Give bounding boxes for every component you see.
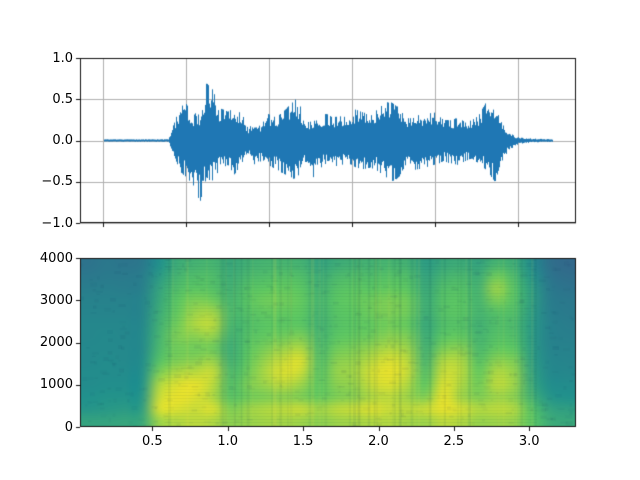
spectrogram-ytick-label: 4000 xyxy=(39,250,73,266)
spectrogram-xtick-label: 2.5 xyxy=(443,434,465,449)
spectrogram-ytick-label: 0 xyxy=(64,419,73,435)
spectrogram-ytick-label: 1000 xyxy=(39,377,73,393)
waveform-ytick-label: 0.5 xyxy=(52,91,73,107)
spectrogram-xtick-label: 1.0 xyxy=(217,434,239,449)
waveform-ytick-label: −1.0 xyxy=(41,215,73,231)
waveform-ytick-label: 1.0 xyxy=(52,50,73,66)
spectrogram-xtick-label: 3.0 xyxy=(518,434,540,449)
waveform-ytick-label: −0.5 xyxy=(41,174,73,190)
spectrogram-xtick-label: 1.5 xyxy=(292,434,314,449)
spectrogram-ytick-label: 3000 xyxy=(39,292,73,308)
spectrogram-ytick-label: 2000 xyxy=(39,335,73,350)
waveform-ytick-label: 0.0 xyxy=(52,133,73,148)
spectrogram-xtick-label: 0.5 xyxy=(142,434,163,449)
spectrogram-xtick-label: 2.0 xyxy=(368,434,389,449)
